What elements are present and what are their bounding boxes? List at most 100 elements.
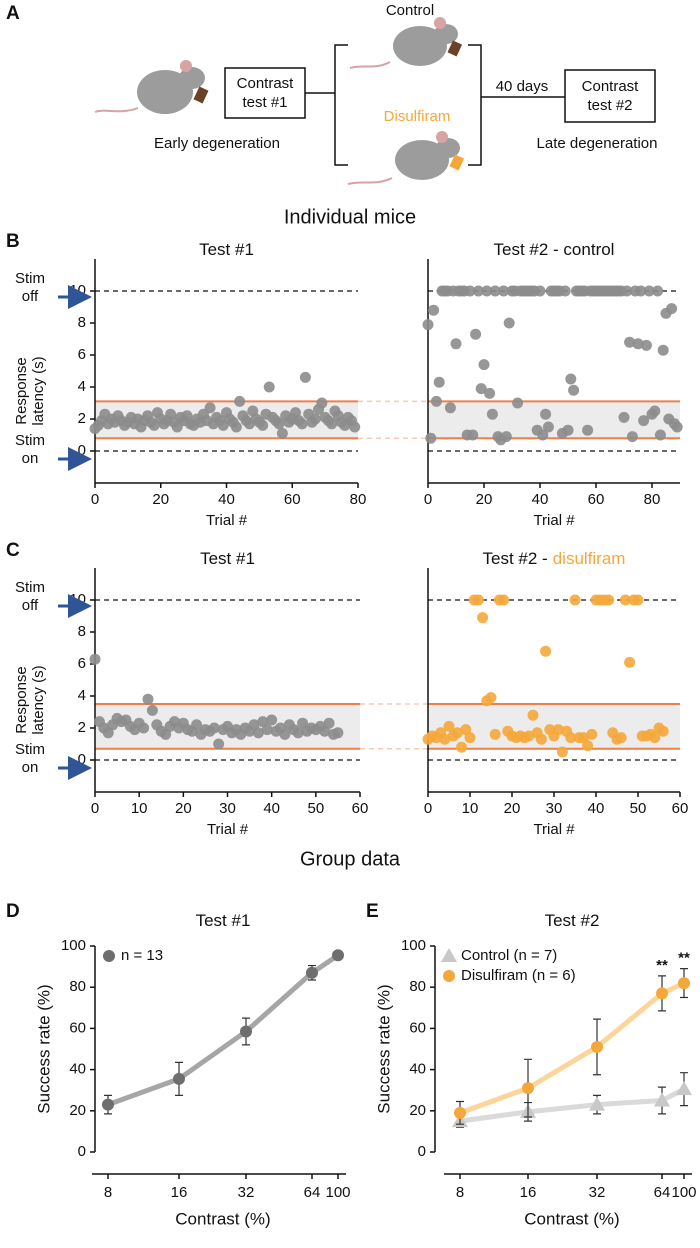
y-tick-label: 4 xyxy=(78,378,86,395)
y-tick-label: 0 xyxy=(418,1143,426,1160)
x-tick-label: 32 xyxy=(238,1184,255,1201)
y-tick-label: 100 xyxy=(401,937,426,954)
stim-label: Stim xyxy=(15,270,45,287)
data-point xyxy=(297,717,309,729)
title-text: Test #1 xyxy=(200,549,255,568)
chart-title: Test #2 - control xyxy=(494,240,615,259)
panel-label: A xyxy=(6,3,20,24)
data-point xyxy=(654,429,666,441)
data-point xyxy=(486,408,498,420)
data-point xyxy=(234,395,246,407)
data-point xyxy=(649,405,661,417)
y-tick-label: 80 xyxy=(69,978,86,995)
data-point xyxy=(542,421,554,433)
data-point xyxy=(138,722,150,734)
stim-label: on xyxy=(22,450,39,467)
data-point xyxy=(586,728,598,740)
data-point xyxy=(472,285,484,297)
y-tick-label: 0 xyxy=(78,1143,86,1160)
data-point xyxy=(582,740,594,752)
data-point xyxy=(309,413,321,425)
data-point xyxy=(624,336,636,348)
data-point xyxy=(481,285,493,297)
data-point xyxy=(257,419,269,431)
y-axis-label: Success rate (%) xyxy=(374,984,393,1113)
data-point xyxy=(582,424,594,436)
data-point xyxy=(451,727,463,739)
data-point xyxy=(534,285,546,297)
data-point xyxy=(349,421,361,433)
data-point xyxy=(500,431,512,443)
panel-label: D xyxy=(6,901,20,922)
title-text: Test #1 xyxy=(196,911,251,930)
legend-label: Disulfiram (n = 6) xyxy=(461,967,576,984)
data-point xyxy=(467,429,479,441)
data-point xyxy=(632,594,644,606)
data-point xyxy=(208,722,220,734)
data-point xyxy=(292,727,304,739)
data-point xyxy=(204,402,216,414)
data-point xyxy=(619,594,631,606)
data-point xyxy=(422,319,434,331)
x-tick-label: 20 xyxy=(476,491,493,508)
x-tick-label: 0 xyxy=(424,491,432,508)
data-point xyxy=(248,719,260,731)
data-point xyxy=(472,594,484,606)
data-point xyxy=(102,727,114,739)
data-point xyxy=(263,381,275,393)
data-point xyxy=(624,656,636,668)
y-tick-label: 2 xyxy=(78,719,86,736)
chart-title: Test #1 xyxy=(200,549,255,568)
stage-label: Late degeneration xyxy=(537,135,658,152)
series-line xyxy=(459,1086,686,1124)
data-point xyxy=(626,431,638,443)
x-tick-label: 8 xyxy=(456,1184,464,1201)
x-tick-label: 40 xyxy=(532,491,549,508)
data-point xyxy=(433,376,445,388)
data-point xyxy=(676,1081,692,1096)
data-point xyxy=(565,373,577,385)
panel-label: C xyxy=(6,540,20,561)
data-point xyxy=(160,728,172,740)
data-point xyxy=(671,421,683,433)
data-point xyxy=(591,1040,603,1053)
y-axis-label: latency (s) xyxy=(30,665,47,734)
data-point xyxy=(191,719,203,731)
x-tick-label: 8 xyxy=(104,1184,112,1201)
data-point xyxy=(652,285,664,297)
panel-label: B xyxy=(6,231,20,252)
data-point xyxy=(565,732,577,744)
y-axis-label: Response xyxy=(13,666,30,734)
interval-label: 40 days xyxy=(496,78,549,95)
data-point xyxy=(678,977,690,990)
data-point xyxy=(643,285,655,297)
data-point xyxy=(540,645,552,657)
data-point xyxy=(569,594,581,606)
data-point xyxy=(556,746,568,758)
x-axis-label: Contrast (%) xyxy=(175,1209,270,1228)
data-point xyxy=(261,724,273,736)
section-heading: Individual mice xyxy=(284,206,416,228)
data-point xyxy=(213,738,225,750)
x-tick-label: 60 xyxy=(284,491,301,508)
data-point xyxy=(640,339,652,351)
x-tick-label: 32 xyxy=(589,1184,606,1201)
x-tick-label: 50 xyxy=(630,800,647,817)
bracket-right xyxy=(468,44,482,166)
data-point xyxy=(443,720,455,732)
data-point xyxy=(299,371,311,383)
x-tick-label: 0 xyxy=(91,491,99,508)
data-point xyxy=(498,594,510,606)
series-line xyxy=(459,980,686,1116)
y-tick-label: 0 xyxy=(78,442,86,459)
data-point xyxy=(489,728,501,740)
y-tick-label: 6 xyxy=(78,346,86,363)
x-tick-label: 16 xyxy=(171,1184,188,1201)
stage-label: Early degeneration xyxy=(154,135,280,152)
mouse-disulfiram xyxy=(347,131,465,185)
y-axis-label: Success rate (%) xyxy=(34,984,53,1113)
data-point xyxy=(454,1106,466,1119)
x-tick-label: 80 xyxy=(644,491,661,508)
data-point xyxy=(319,725,331,737)
data-point xyxy=(657,344,669,356)
